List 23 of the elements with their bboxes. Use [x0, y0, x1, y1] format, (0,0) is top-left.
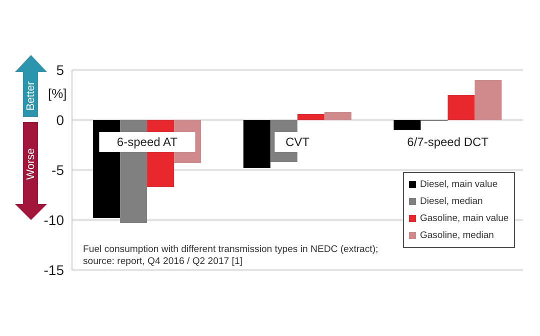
y-tick-label: 0	[56, 112, 64, 128]
y-tick-label: -15	[44, 262, 64, 278]
bar	[474, 80, 502, 120]
annotation: Fuel consumption with different transmission types in NEDC (extract);	[83, 244, 378, 256]
y-tick-label: -10	[44, 212, 64, 228]
x-tick-label: 6-speed AT	[116, 135, 178, 149]
y-tick-label: -5	[52, 162, 64, 178]
x-tick-label: 6/7-speed DCT	[407, 135, 490, 149]
legend-label: Gasoline, main value	[419, 212, 509, 226]
legend-label: Diesel, median	[419, 195, 484, 209]
text: Worse	[25, 148, 37, 180]
bar	[448, 95, 475, 120]
bar	[243, 120, 270, 168]
legend-label: Gasoline, median	[419, 229, 495, 243]
x-tick-label: CVT	[286, 135, 310, 149]
bar	[324, 112, 352, 120]
y-tick-label: 5	[56, 62, 64, 78]
y-axis-title: [%]	[48, 86, 67, 101]
bar	[297, 114, 324, 120]
annotation: source: report, Q4 2016 / Q2 2017 [1]	[83, 256, 244, 268]
legend-label: Diesel, main value	[419, 178, 499, 192]
bar	[394, 120, 421, 130]
text: Better	[25, 80, 37, 111]
